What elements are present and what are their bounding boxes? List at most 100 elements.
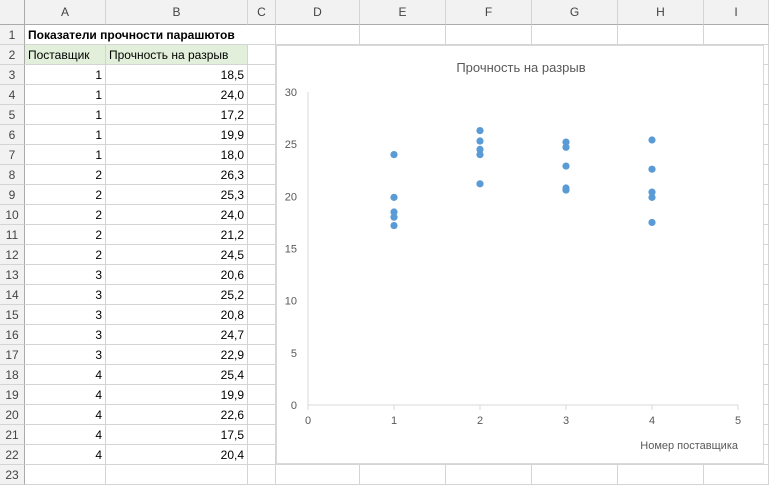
header-supplier-cell[interactable]: Поставщик — [25, 45, 106, 65]
strength-cell[interactable]: 19,9 — [106, 385, 248, 405]
supplier-cell[interactable]: 1 — [25, 65, 106, 85]
supplier-cell[interactable]: 2 — [25, 225, 106, 245]
column-header-d[interactable]: D — [276, 0, 360, 25]
data-point[interactable] — [390, 208, 398, 216]
empty-cell[interactable] — [446, 25, 532, 45]
empty-cell[interactable] — [248, 105, 276, 125]
empty-cell[interactable] — [248, 345, 276, 365]
row-header-5[interactable]: 5 — [0, 105, 25, 125]
empty-cell[interactable] — [248, 185, 276, 205]
strength-cell[interactable]: 25,3 — [106, 185, 248, 205]
supplier-cell[interactable]: 4 — [25, 365, 106, 385]
empty-cell[interactable] — [248, 285, 276, 305]
data-point[interactable] — [562, 184, 570, 192]
empty-cell[interactable] — [360, 25, 446, 45]
empty-cell[interactable] — [248, 365, 276, 385]
row-header-11[interactable]: 11 — [0, 225, 25, 245]
row-header-10[interactable]: 10 — [0, 205, 25, 225]
row-header-12[interactable]: 12 — [0, 245, 25, 265]
row-header-20[interactable]: 20 — [0, 405, 25, 425]
column-header-e[interactable]: E — [360, 0, 446, 25]
strength-cell[interactable]: 20,4 — [106, 445, 248, 465]
supplier-cell[interactable]: 3 — [25, 285, 106, 305]
strength-cell[interactable]: 24,5 — [106, 245, 248, 265]
supplier-cell[interactable]: 3 — [25, 345, 106, 365]
empty-cell[interactable] — [248, 445, 276, 465]
empty-cell[interactable] — [248, 125, 276, 145]
scatter-chart[interactable]: Прочность на разрыв 0 5 10 15 20 25 30 0 1 2 3 4 5 Ном… — [276, 45, 764, 464]
supplier-cell[interactable]: 2 — [25, 185, 106, 205]
data-point[interactable] — [562, 162, 570, 170]
empty-cell[interactable] — [276, 465, 360, 485]
strength-cell[interactable]: 25,2 — [106, 285, 248, 305]
empty-cell[interactable] — [248, 145, 276, 165]
sheet-title-cell[interactable]: Показатели прочности парашютов — [25, 25, 248, 45]
empty-cell[interactable] — [248, 225, 276, 245]
data-point[interactable] — [476, 127, 484, 135]
strength-cell[interactable]: 24,0 — [106, 205, 248, 225]
strength-cell[interactable]: 20,8 — [106, 305, 248, 325]
data-point[interactable] — [476, 151, 484, 159]
empty-cell[interactable] — [248, 405, 276, 425]
row-header-19[interactable]: 19 — [0, 385, 25, 405]
data-point[interactable] — [390, 151, 398, 159]
empty-cell[interactable] — [276, 25, 360, 45]
header-strength-cell[interactable]: Прочность на разрыв — [106, 45, 248, 65]
data-point[interactable] — [390, 221, 398, 230]
empty-cell[interactable] — [248, 325, 276, 345]
row-header-7[interactable]: 7 — [0, 145, 25, 165]
data-point[interactable] — [648, 218, 656, 227]
data-point[interactable] — [648, 136, 656, 144]
strength-cell[interactable]: 24,0 — [106, 85, 248, 105]
empty-cell[interactable] — [248, 45, 276, 65]
empty-cell[interactable] — [248, 65, 276, 85]
row-header-1[interactable]: 1 — [0, 25, 25, 45]
supplier-cell[interactable]: 4 — [25, 385, 106, 405]
strength-cell[interactable]: 26,3 — [106, 165, 248, 185]
empty-cell[interactable] — [704, 25, 769, 45]
data-point[interactable] — [390, 213, 398, 221]
strength-cell[interactable]: 24,7 — [106, 325, 248, 345]
strength-cell[interactable]: 19,9 — [106, 125, 248, 145]
strength-cell[interactable]: 20,6 — [106, 265, 248, 285]
supplier-cell[interactable]: 4 — [25, 445, 106, 465]
empty-cell[interactable] — [248, 25, 276, 45]
column-header-c[interactable]: C — [248, 0, 276, 25]
supplier-cell[interactable]: 1 — [25, 125, 106, 145]
empty-cell[interactable] — [248, 465, 276, 485]
strength-cell[interactable]: 17,2 — [106, 105, 248, 125]
row-header-17[interactable]: 17 — [0, 345, 25, 365]
row-header-15[interactable]: 15 — [0, 305, 25, 325]
supplier-cell[interactable]: 3 — [25, 325, 106, 345]
strength-cell[interactable]: 22,6 — [106, 405, 248, 425]
row-header-8[interactable]: 8 — [0, 165, 25, 185]
strength-cell[interactable]: 18,0 — [106, 145, 248, 165]
supplier-cell[interactable]: 1 — [25, 105, 106, 125]
empty-cell[interactable] — [248, 305, 276, 325]
supplier-cell[interactable]: 1 — [25, 145, 106, 165]
data-point[interactable] — [476, 180, 484, 188]
column-header-f[interactable]: F — [446, 0, 532, 25]
column-header-a[interactable]: A — [25, 0, 106, 25]
supplier-cell[interactable]: 3 — [25, 265, 106, 285]
strength-cell[interactable]: 21,2 — [106, 225, 248, 245]
row-header-13[interactable]: 13 — [0, 265, 25, 285]
empty-cell[interactable] — [248, 165, 276, 185]
empty-cell[interactable] — [248, 385, 276, 405]
empty-cell[interactable] — [248, 425, 276, 445]
row-header-6[interactable]: 6 — [0, 125, 25, 145]
row-header-18[interactable]: 18 — [0, 365, 25, 385]
row-header-4[interactable]: 4 — [0, 85, 25, 105]
empty-cell[interactable] — [248, 245, 276, 265]
supplier-cell[interactable]: 2 — [25, 205, 106, 225]
data-point[interactable] — [648, 188, 656, 196]
row-header-2[interactable]: 2 — [0, 45, 25, 65]
empty-cell[interactable] — [532, 465, 618, 485]
column-header-g[interactable]: G — [532, 0, 618, 25]
column-header-b[interactable]: B — [106, 0, 248, 25]
empty-cell[interactable] — [532, 25, 618, 45]
row-header-14[interactable]: 14 — [0, 285, 25, 305]
empty-cell[interactable] — [106, 465, 248, 485]
supplier-cell[interactable]: 2 — [25, 165, 106, 185]
empty-cell[interactable] — [360, 465, 446, 485]
